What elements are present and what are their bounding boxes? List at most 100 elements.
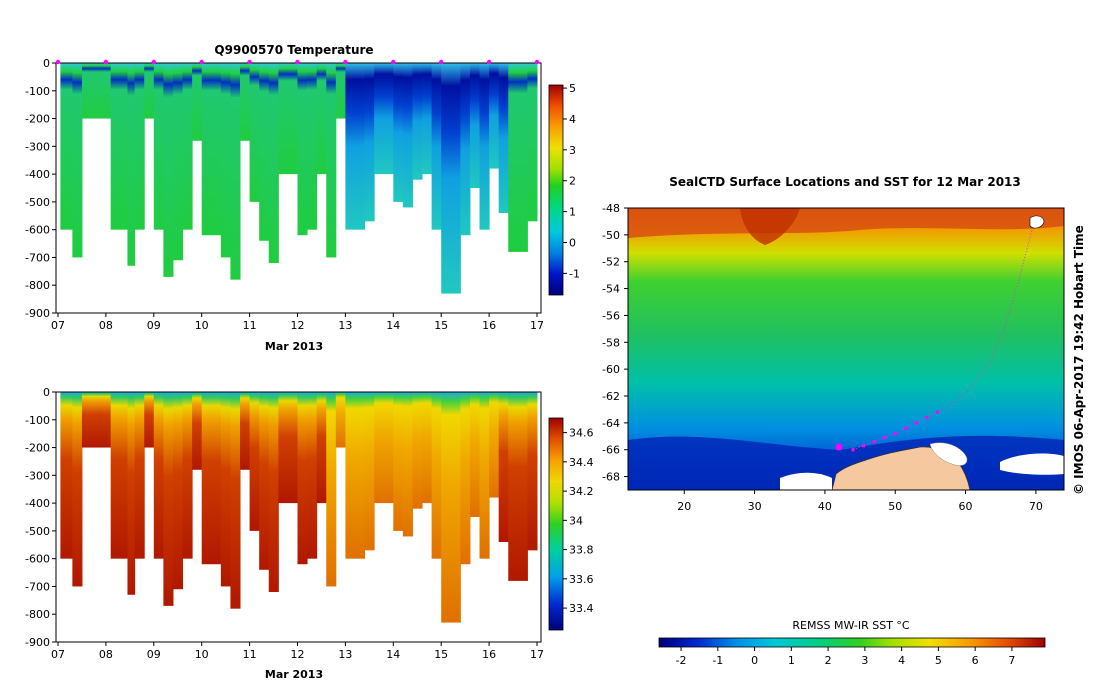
salinity-plot-frame xyxy=(55,391,542,643)
salinity-profile-bar xyxy=(201,392,212,565)
salinity-profile-bar xyxy=(278,392,289,504)
y-tick-label: -700 xyxy=(25,580,50,593)
temperature-profile-bar xyxy=(527,63,538,222)
temperature-profile-bar xyxy=(354,63,366,230)
temperature-profile-bar xyxy=(402,63,413,208)
salinity-profile-bar xyxy=(134,392,145,559)
colorbar-tick-label: 2 xyxy=(569,175,576,188)
temperature-colorbar xyxy=(548,84,564,296)
temperature-profile-bar xyxy=(127,63,136,266)
map-y-tick-label: -50 xyxy=(602,229,620,242)
salinity-profile-bar xyxy=(460,392,471,565)
y-tick-label: -200 xyxy=(25,442,50,455)
salinity-profile-bar xyxy=(527,392,538,551)
y-tick-label: -700 xyxy=(25,251,50,264)
temperature-plot-title: Q9900570 Temperature xyxy=(214,43,373,57)
temperature-profile-bar xyxy=(517,63,528,252)
y-tick-label: -400 xyxy=(25,168,50,181)
x-tick-label: 13 xyxy=(338,648,352,661)
temperature-profile-bar xyxy=(240,63,251,141)
track-point xyxy=(935,410,940,414)
y-tick-label: -100 xyxy=(25,85,50,98)
sst-colorbar-tick-label: 1 xyxy=(788,654,795,667)
temperature-profile-bar xyxy=(364,63,375,222)
x-tick-label: 09 xyxy=(147,319,161,332)
sst-colorbar-tick-label: 5 xyxy=(935,654,942,667)
seal-track-points xyxy=(851,410,940,452)
salinity-profile-bar xyxy=(211,392,222,565)
sst-colorbar-tick-label: 2 xyxy=(825,654,832,667)
y-tick-label: -200 xyxy=(25,113,50,126)
salinity-profile-bar xyxy=(182,392,193,559)
y-tick-label: -300 xyxy=(25,140,50,153)
salinity-profile-bar xyxy=(220,392,231,587)
salinity-profile-bar xyxy=(469,392,481,517)
temperature-profile-bar xyxy=(153,63,164,230)
map-x-tick-label: 30 xyxy=(748,500,762,513)
salinity-profile-bar xyxy=(230,392,241,609)
surface-marker xyxy=(391,59,396,65)
map-y-tick-label: -62 xyxy=(602,390,620,403)
x-tick-label: 09 xyxy=(147,648,161,661)
y-tick-label: -900 xyxy=(25,636,50,649)
salinity-x-axis: 07 08 09 10 11 12 13 14 15 16 17 xyxy=(51,642,544,661)
y-tick-label: -300 xyxy=(25,469,50,482)
track-point xyxy=(925,415,929,420)
salinity-profile-bar xyxy=(110,392,121,559)
salinity-profile-bar xyxy=(249,392,260,531)
temperature-profile-bar xyxy=(316,63,327,175)
copyright-notice: © IMOS 06-Apr-2017 19:42 Hobart Time xyxy=(1072,225,1086,495)
sea-ice-west xyxy=(780,472,832,490)
temperature-profile-bar xyxy=(326,63,337,258)
salinity-profile-bar xyxy=(259,392,270,570)
salinity-profile-bar xyxy=(412,392,423,509)
temperature-x-axis-label: Mar 2013 xyxy=(265,340,323,353)
sea-ice-east xyxy=(1000,453,1064,475)
map-y-tick-label: -60 xyxy=(602,363,620,376)
salinity-profile-bar xyxy=(307,392,318,559)
temperature-profile-bar xyxy=(182,63,193,230)
x-tick-label: 10 xyxy=(195,319,209,332)
temperature-profile-bar xyxy=(120,63,128,230)
temperature-profile-bar xyxy=(287,63,298,175)
temperature-profile-bar xyxy=(172,63,184,261)
temperature-profile-bar xyxy=(393,63,404,202)
x-tick-label: 08 xyxy=(99,648,113,661)
surface-marker xyxy=(534,59,540,65)
colorbar-tick-label: 3 xyxy=(569,144,576,157)
map-x-tick-label: 50 xyxy=(888,500,902,513)
track-point xyxy=(893,432,897,436)
kerguelen-island xyxy=(1029,215,1045,229)
temperature-profile-bar xyxy=(335,63,346,119)
surface-marker xyxy=(151,59,156,65)
temperature-profile-bar xyxy=(498,63,509,213)
temperature-profile-bar xyxy=(374,63,385,175)
temperature-profile-bar xyxy=(163,63,174,277)
x-tick-label: 16 xyxy=(482,648,496,661)
colorbar-tick-label: 33.6 xyxy=(569,573,594,586)
salinity-profile-bar xyxy=(144,392,155,448)
salinity-profile-bar xyxy=(326,392,337,587)
temperature-profile-bar xyxy=(211,63,222,236)
seal-current-position xyxy=(835,443,843,451)
sst-map-y-axis: -48 -50 -52 -54 -56 -58 -60 -62 -64 -66 -68 xyxy=(602,202,628,484)
colorbar-tick-label: 34.2 xyxy=(569,485,594,498)
salinity-profile-bar xyxy=(354,392,366,559)
colorbar-tick-label: 34 xyxy=(569,514,583,527)
temperature-profile-bar xyxy=(230,63,241,280)
salinity-profiles xyxy=(60,392,538,623)
sst-colorbar-tick-label: 7 xyxy=(1008,654,1015,667)
y-tick-label: -500 xyxy=(25,196,50,209)
salinity-profile-bar xyxy=(489,392,500,498)
sst-colorbar-tick-label: 0 xyxy=(751,654,758,667)
salinity-profile-bar xyxy=(431,392,442,559)
temperature-colorbar-ticks: 5 4 3 2 1 0 -1 xyxy=(563,82,580,280)
surface-marker xyxy=(55,59,61,65)
temperature-profile-bar xyxy=(220,63,231,258)
surface-marker xyxy=(103,59,109,65)
salinity-profile-bar xyxy=(81,392,93,448)
map-y-tick-label: -64 xyxy=(602,417,620,430)
sst-warm-blob xyxy=(740,208,800,245)
map-y-tick-label: -54 xyxy=(602,283,620,296)
